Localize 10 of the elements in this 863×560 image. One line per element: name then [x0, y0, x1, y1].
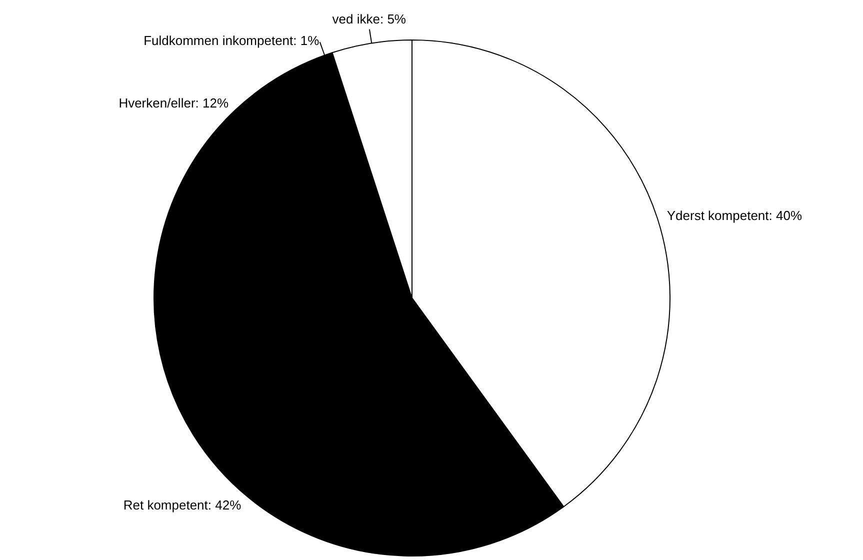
slice-label: Hverken/eller: [118, 96, 196, 111]
data-label: : 1%: [293, 33, 320, 48]
data-label: : 12%: [195, 96, 229, 111]
data-label: : 40%: [768, 208, 802, 224]
slice-label: Ret kompetent: [123, 498, 208, 512]
data-label: : 5%: [380, 11, 406, 26]
slice-label: Yderst kompetent: [666, 208, 770, 224]
data-label: : 42%: [208, 498, 242, 512]
slice-label: ved ikke: [332, 11, 380, 26]
slice-label: Fuldkommen inkompetent: [144, 33, 294, 48]
